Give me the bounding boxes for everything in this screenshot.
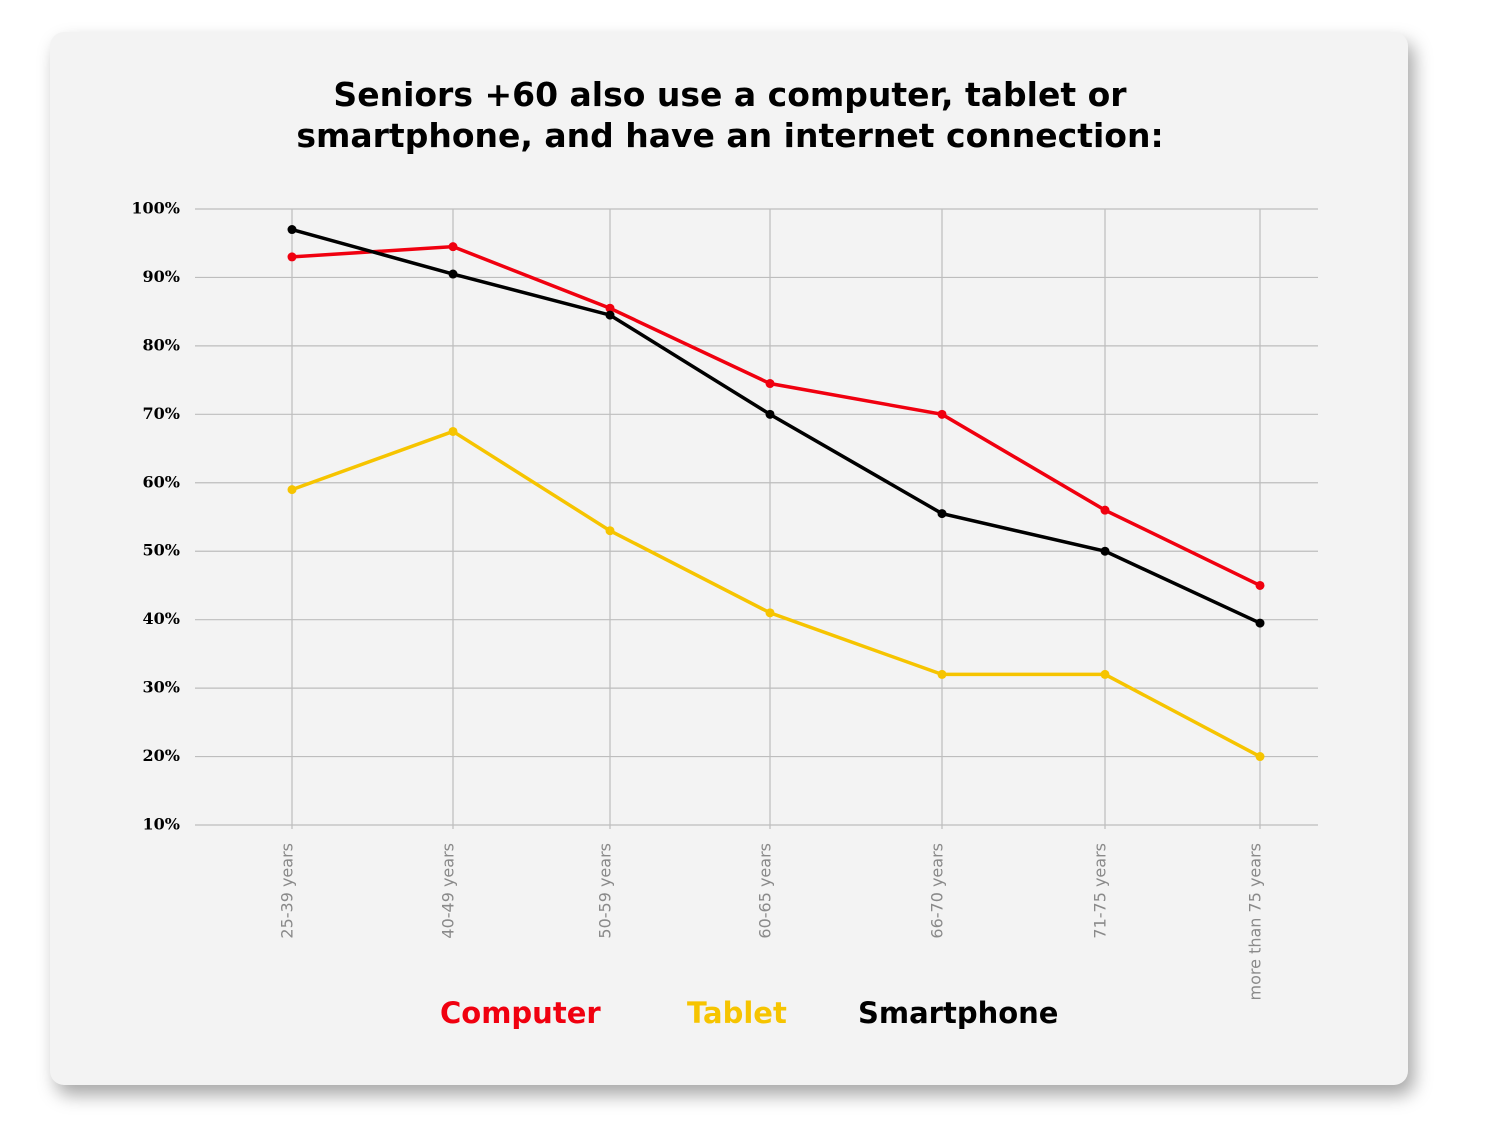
x-tick-label: 66-70 years <box>928 843 947 939</box>
data-point <box>1100 546 1110 556</box>
data-point <box>1255 580 1265 590</box>
data-point <box>448 426 458 436</box>
data-point <box>937 409 947 419</box>
data-point <box>937 509 947 519</box>
data-point <box>287 225 297 235</box>
data-point <box>765 608 775 618</box>
data-point <box>605 303 615 313</box>
y-tick-label: 70% <box>143 404 180 423</box>
x-tick-label: 60-65 years <box>756 843 775 939</box>
data-point <box>287 252 297 262</box>
x-tick-label: 50-59 years <box>596 843 615 939</box>
data-point <box>605 310 615 320</box>
y-tick-label: 10% <box>143 815 180 834</box>
y-tick-label: 30% <box>143 678 180 697</box>
legend-label: Computer <box>440 996 601 1030</box>
data-point <box>1100 669 1110 679</box>
y-tick-label: 90% <box>143 267 180 286</box>
data-point <box>1255 618 1265 628</box>
x-tick-label: 25-39 years <box>278 843 297 939</box>
data-point <box>765 379 775 389</box>
data-point <box>605 526 615 536</box>
y-tick-label: 50% <box>143 541 180 560</box>
chart-card <box>50 32 1408 1085</box>
legend-label: Smartphone <box>858 996 1058 1030</box>
data-point <box>1255 752 1265 762</box>
series-line <box>291 227 1261 625</box>
y-tick-label: 40% <box>143 609 180 628</box>
data-point <box>287 485 297 495</box>
x-tick-label: 40-49 years <box>439 843 458 939</box>
data-point <box>448 269 458 279</box>
series-line <box>291 429 1261 759</box>
chart-title: Seniors +60 also use a computer, tablet … <box>296 75 1164 155</box>
data-point <box>1100 505 1110 515</box>
legend-label: Tablet <box>687 996 787 1030</box>
x-tick-label: more than 75 years <box>1246 843 1265 1000</box>
x-tick-label: 71-75 years <box>1091 843 1110 939</box>
y-tick-label: 100% <box>131 199 180 218</box>
data-point <box>765 409 775 419</box>
data-point <box>448 242 458 252</box>
y-tick-label: 80% <box>143 335 180 354</box>
y-tick-label: 60% <box>143 472 180 491</box>
data-point <box>937 669 947 679</box>
y-tick-label: 20% <box>143 746 180 765</box>
